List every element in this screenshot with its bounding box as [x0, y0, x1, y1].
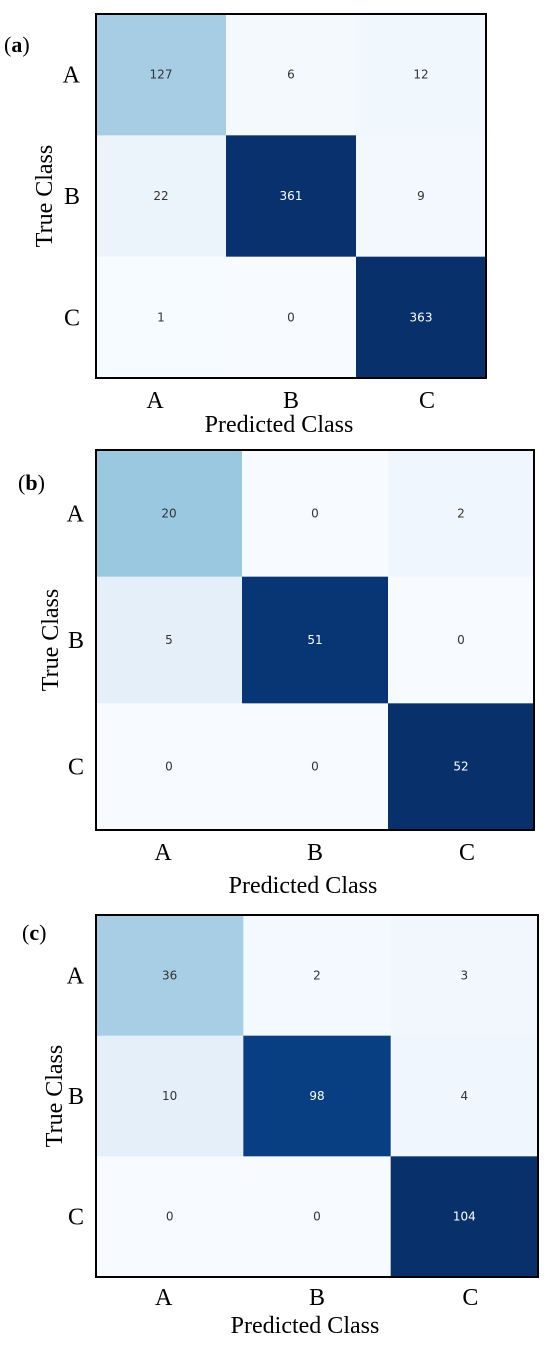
heatmap-cell: [96, 915, 244, 1037]
panel-label: (b): [18, 470, 45, 495]
x-tick-label: B: [309, 1285, 325, 1311]
heatmap-cell: [388, 576, 535, 704]
y-tick-label: C: [68, 1205, 84, 1231]
x-tick-label: C: [419, 388, 435, 414]
cell-value-label: 0: [311, 506, 319, 520]
y-tick-label: B: [68, 1084, 84, 1110]
cell-value-label: 52: [453, 760, 468, 774]
heatmap-cell: [96, 1156, 244, 1278]
heatmap-cell: [243, 1156, 392, 1278]
cell-value-label: 5: [165, 633, 173, 647]
heatmap-cell: [356, 256, 487, 379]
heatmap-cell: [96, 14, 227, 136]
x-axis-title: Predicted Class: [231, 1313, 380, 1339]
heatmap-cell: [242, 703, 389, 831]
cell-value-label: 4: [461, 1089, 469, 1103]
cell-value-label: 104: [453, 1210, 476, 1224]
heatmap-cell: [242, 450, 389, 578]
heatmap-cell: [390, 1035, 539, 1157]
cell-value-label: 9: [417, 189, 425, 203]
heatmap-cell: [96, 703, 243, 831]
panel-label: (c): [22, 920, 46, 945]
heatmap-cell: [390, 1156, 539, 1278]
heatmap-cell: [96, 135, 227, 258]
heatmap-cell: [243, 915, 392, 1037]
heatmap-cell: [243, 1035, 392, 1157]
cell-value-label: 361: [280, 189, 303, 203]
y-tick-label: A: [67, 963, 85, 989]
cell-value-label: 3: [461, 968, 469, 982]
x-tick-label: C: [459, 840, 475, 866]
cell-value-label: 6: [287, 68, 295, 82]
x-axis-title: Predicted Class: [229, 873, 378, 899]
y-tick-label: B: [64, 184, 80, 210]
heatmap-cell: [226, 14, 357, 136]
y-axis-title: True Class: [38, 589, 64, 691]
cell-value-label: 0: [287, 310, 295, 324]
cell-value-label: 10: [162, 1089, 177, 1103]
plot-frame: [95, 449, 535, 831]
cell-value-label: 0: [313, 1210, 321, 1224]
y-axis-title: True Class: [32, 145, 58, 247]
plot-frame: [95, 914, 539, 1278]
y-tick-label: C: [68, 755, 84, 781]
heatmap-cell: [96, 1035, 244, 1157]
y-axis-title: True Class: [42, 1045, 68, 1147]
y-tick-label: B: [68, 628, 84, 654]
y-tick-label: A: [63, 63, 81, 89]
heatmap-cell: [388, 703, 535, 831]
y-tick-label: A: [67, 501, 85, 527]
cell-value-label: 2: [457, 506, 465, 520]
x-tick-label: B: [307, 840, 323, 866]
cell-value-label: 0: [166, 1210, 174, 1224]
heatmap-cell: [390, 915, 539, 1037]
cell-value-label: 51: [307, 633, 322, 647]
x-tick-label: A: [155, 1285, 173, 1311]
heatmap-cell: [226, 135, 357, 258]
x-tick-label: A: [146, 388, 164, 414]
cell-value-label: 12: [413, 68, 428, 82]
x-tick-label: A: [154, 840, 172, 866]
y-tick-label: C: [64, 305, 80, 331]
x-axis-title: Predicted Class: [205, 412, 354, 438]
cell-value-label: 98: [309, 1089, 324, 1103]
confusion-matrix-panel-b: 20 0 2 5 51 0 0 0 52 (b) A B C A B C Predicted Class True…: [18, 449, 535, 899]
x-tick-label: C: [462, 1285, 478, 1311]
panel-label: (a): [4, 32, 30, 57]
heatmap-cell: [96, 450, 243, 578]
heatmap-cell: [96, 256, 227, 379]
heatmap-cell: [242, 576, 389, 704]
heatmap-cell: [356, 135, 487, 258]
confusion-matrix-panel-a: 127 6 12 22 361 9 1 0 363 (a) A B C A B C Predicted Clas…: [4, 13, 487, 438]
cell-value-label: 127: [150, 68, 173, 82]
cell-value-label: 2: [313, 968, 321, 982]
cell-value-label: 22: [153, 189, 168, 203]
cell-value-label: 20: [161, 506, 176, 520]
heatmap-cell: [226, 256, 357, 379]
heatmap-cell: [96, 576, 243, 704]
heatmap-cell: [388, 450, 535, 578]
cell-value-label: 0: [165, 760, 173, 774]
plot-frame: [95, 13, 487, 379]
x-tick-label: B: [283, 388, 299, 414]
cell-value-label: 363: [410, 310, 433, 324]
cell-value-label: 36: [162, 968, 177, 982]
cell-value-label: 1: [157, 310, 165, 324]
cell-value-label: 0: [457, 633, 465, 647]
cell-value-label: 0: [311, 760, 319, 774]
heatmap-cell: [356, 14, 487, 136]
